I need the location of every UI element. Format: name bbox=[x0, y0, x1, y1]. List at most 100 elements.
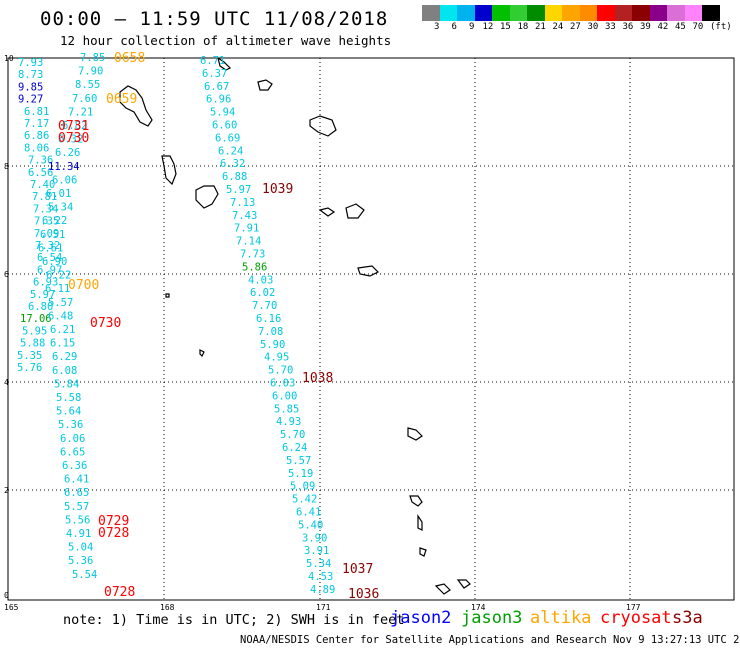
island-shape bbox=[217, 56, 232, 71]
time-stamp: 0729 bbox=[98, 514, 129, 529]
island-shape bbox=[195, 185, 219, 209]
time-stamp: 0728 bbox=[98, 526, 129, 541]
time-stamp: 0700 bbox=[68, 278, 99, 293]
swh-value: 4.53 bbox=[308, 571, 333, 583]
swh-value: 7.21 bbox=[68, 106, 93, 118]
swh-value: 6.22 bbox=[46, 270, 71, 282]
swh-value: 5.09 bbox=[290, 481, 315, 493]
swh-value: 7.08 bbox=[258, 326, 283, 338]
swh-value: 6.41 bbox=[64, 474, 89, 486]
swh-value: 6.11 bbox=[45, 283, 70, 295]
swh-value: 6.06 bbox=[52, 174, 77, 186]
island-shape bbox=[161, 155, 177, 186]
legend-label: 24 bbox=[552, 22, 564, 32]
swh-value: 9.27 bbox=[18, 94, 43, 106]
swh-value: 4.93 bbox=[276, 416, 301, 428]
swh-value: 5.36 bbox=[58, 419, 83, 431]
legend-swatch bbox=[649, 5, 667, 21]
time-stamp: 0730 bbox=[90, 316, 121, 331]
island-shape bbox=[419, 547, 427, 557]
legend-swatch bbox=[632, 5, 650, 21]
legend-swatch bbox=[667, 5, 685, 21]
swh-value: 6.16 bbox=[256, 313, 281, 325]
swh-value: 5.97 bbox=[30, 289, 55, 301]
color-legend-bar bbox=[422, 5, 720, 21]
swh-value: 6.88 bbox=[222, 171, 247, 183]
swh-value: 8.06 bbox=[24, 142, 49, 154]
swh-value: 5.85 bbox=[274, 403, 299, 415]
swh-value: 6.93 bbox=[33, 277, 58, 289]
page-title: 00:00 – 11:59 UTC 11/08/2018 bbox=[40, 8, 389, 30]
swh-value: 5.64 bbox=[56, 406, 81, 418]
swh-value: 6.03 bbox=[270, 378, 295, 390]
island-shape bbox=[309, 115, 337, 137]
swh-value: 3.90 bbox=[302, 532, 327, 544]
swh-value: 6.06 bbox=[60, 433, 85, 445]
legend-swatch bbox=[492, 5, 510, 21]
swh-value: 5.57 bbox=[64, 501, 89, 513]
swh-value: 7.36 bbox=[28, 155, 53, 167]
swh-value: 5.54 bbox=[72, 569, 97, 581]
x-axis-ticks: 165 168 171 174 177 bbox=[4, 603, 641, 612]
legend-swatch bbox=[684, 5, 702, 21]
swh-value: 5.88 bbox=[20, 338, 45, 350]
swh-value: 6.24 bbox=[282, 442, 307, 454]
swh-value: 5.86 bbox=[242, 261, 267, 273]
island-shape bbox=[456, 579, 471, 589]
time-stamp: 0731 bbox=[58, 119, 89, 134]
legend-swatch bbox=[702, 5, 720, 21]
swh-value: 7.34 bbox=[33, 203, 58, 215]
legend-cryosat: cryosat bbox=[600, 608, 672, 628]
legend-label: 33 bbox=[605, 22, 616, 32]
legend-swatch bbox=[422, 5, 440, 21]
swh-value: 6.00 bbox=[272, 390, 297, 402]
swh-value: 7.70 bbox=[252, 300, 277, 312]
swh-value: 5.40 bbox=[298, 519, 323, 531]
swh-value: 7.60 bbox=[72, 93, 97, 105]
island-shape bbox=[119, 85, 153, 127]
swh-value: 5.56 bbox=[65, 514, 90, 526]
y-axis-ticks: 0 2 4 6 8 10 bbox=[4, 54, 14, 600]
swh-value: 6.69 bbox=[215, 132, 240, 144]
time-stamp: 0659 bbox=[106, 92, 137, 107]
swh-value: 6.02 bbox=[250, 287, 275, 299]
legend-swatch bbox=[509, 5, 527, 21]
swh-value: 5.58 bbox=[56, 392, 81, 404]
swh-value: 6.08 bbox=[52, 365, 77, 377]
swh-value: 9.85 bbox=[18, 81, 43, 93]
legend-swatch bbox=[474, 5, 492, 21]
time-stamp: 0730 bbox=[58, 131, 89, 146]
island-shape bbox=[434, 583, 451, 595]
swh-value: 6.26 bbox=[55, 147, 80, 159]
swh-value: 6.22 bbox=[42, 215, 67, 227]
swh-value: 6.32 bbox=[220, 158, 245, 170]
swh-value: 8.55 bbox=[75, 79, 100, 91]
swh-value: 6.32 bbox=[58, 134, 83, 146]
swh-value: 5.35 bbox=[17, 350, 42, 362]
page-subtitle: 12 hour collection of altimeter wave hei… bbox=[60, 33, 392, 48]
time-stamp: 0658 bbox=[114, 51, 145, 66]
swh-value: 7.85 bbox=[80, 52, 105, 64]
swh-value: 5.19 bbox=[288, 468, 313, 480]
swh-value: 5.04 bbox=[68, 542, 93, 554]
swh-value: 5.57 bbox=[48, 297, 73, 309]
swh-value: 5.94 bbox=[210, 107, 235, 119]
swh-value: 7.09 bbox=[34, 228, 59, 240]
time-stamp: 1037 bbox=[342, 562, 373, 577]
swh-value: 6.96 bbox=[206, 94, 231, 106]
swh-value: 7.73 bbox=[240, 249, 265, 261]
swh-value: 6.65 bbox=[60, 446, 85, 458]
swh-value: 6.90 bbox=[42, 256, 67, 268]
swh-value: 6.24 bbox=[218, 145, 243, 157]
legend-label: 45 bbox=[675, 22, 686, 32]
swh-value: 5.95 bbox=[22, 325, 47, 337]
y-tick-label: 0 bbox=[4, 591, 9, 600]
legend-swatch bbox=[597, 5, 615, 21]
swh-value: 6.37 bbox=[202, 68, 227, 80]
swh-value: 6.97 bbox=[37, 264, 62, 276]
x-tick-label: 165 bbox=[4, 603, 19, 612]
swh-value: 5.70 bbox=[280, 429, 305, 441]
legend-label: 27 bbox=[570, 22, 581, 32]
island-shape bbox=[165, 293, 170, 298]
units-note: note: 1) Time is in UTC; 2) SWH is in fe… bbox=[63, 612, 405, 628]
